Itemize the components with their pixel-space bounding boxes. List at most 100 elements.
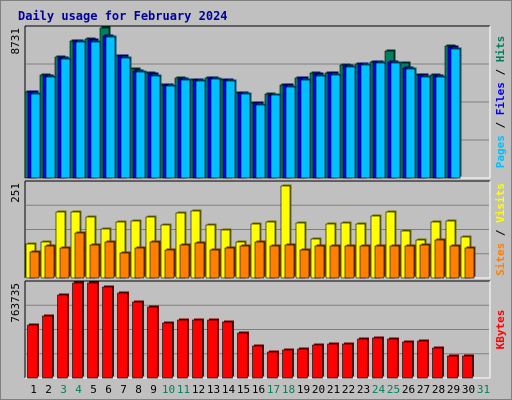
x-tick-label: 12 [192,383,205,396]
bar-sites [464,247,475,279]
legend-files: Files [494,82,507,115]
x-tick-label: 28 [432,383,445,396]
bar-kbytes [222,321,233,379]
bar-pages [30,93,41,179]
bar-kbytes [417,340,428,379]
x-tick-label: 27 [417,383,430,396]
bar-pages [450,48,461,179]
bar-pages [195,80,206,179]
bar-sites [359,245,370,279]
bar-kbytes [282,349,293,379]
y-max-label: 763735 [9,283,22,323]
bar-pages [60,58,71,179]
bar-kbytes [42,315,53,379]
bar-kbytes [432,347,443,379]
bar-pages [180,79,191,179]
bar-sites [284,244,295,279]
bar-pages [120,57,131,179]
bar-pages [360,64,371,179]
x-tick-label: 19 [297,383,310,396]
bar-pages [300,79,311,179]
legend-separator: / [494,62,507,82]
bar-sites [74,232,85,279]
bar-kbytes [402,341,413,379]
chart-title: Daily usage for February 2024 [18,9,228,23]
bar-pages [345,66,356,179]
bar-kbytes [387,338,398,379]
x-tick-label: 4 [75,383,82,396]
bar-pages [435,76,446,179]
bar-kbytes [177,319,188,379]
x-tick-label: 21 [327,383,340,396]
bar-pages [330,74,341,179]
bar-sites [119,252,130,279]
bar-sites [29,251,40,279]
series-axis-label: KBytes [494,310,507,350]
bar-sites [389,245,400,279]
x-tick-label: 6 [105,383,112,396]
bar-pages [240,93,251,179]
x-tick-label: 11 [177,383,190,396]
x-tick-label: 5 [90,383,97,396]
bar-kbytes [162,322,173,379]
x-tick-label: 15 [237,383,250,396]
x-tick-label: 29 [447,383,460,396]
bar-sites [374,245,385,279]
x-tick-label: 8 [135,383,142,396]
x-tick-label: 13 [207,383,220,396]
x-tick-label: 3 [60,383,67,396]
bar-sites [89,244,100,279]
bar-kbytes [237,332,248,379]
bar-sites [104,241,115,279]
bar-pages [45,76,56,179]
bar-sites [434,239,445,279]
legend-kbytes: KBytes [494,310,507,350]
bar-sites [149,241,160,279]
legend-pages: Pages [494,135,507,168]
x-tick-label: 20 [312,383,325,396]
series-axis-label: Sites / Visits [494,183,507,276]
legend-separator: / [494,115,507,135]
bar-kbytes [327,343,338,379]
bar-pages [135,71,146,179]
bar-sites [224,247,235,279]
legend-sites: Sites [494,243,507,276]
bar-sites [329,245,340,279]
x-tick-label: 2 [45,383,52,396]
bar-pages [75,41,86,179]
bar-sites [134,247,145,279]
bar-pages [375,62,386,179]
bar-pages [165,85,176,179]
x-tick-label: 14 [222,383,236,396]
panel-hits-files-pages: 8731 Pages / Files / Hits [9,25,507,179]
bar-kbytes [72,282,83,379]
bar-pages [270,94,281,179]
bar-sites [254,241,265,279]
x-tick-label: 18 [282,383,295,396]
bar-pages [255,104,266,179]
x-tick-label: 25 [387,383,400,396]
bar-pages [225,80,236,179]
bar-kbytes [27,324,38,379]
panel-visits-sites: 251 Sites / Visits [9,180,507,279]
bar-kbytes [312,344,323,379]
x-tick-label: 30 [462,383,475,396]
x-tick-label: 17 [267,383,280,396]
bar-sites [194,242,205,279]
bar-pages [90,41,101,179]
bar-pages [105,36,116,179]
y-max-label: 8731 [9,28,22,55]
bar-sites [164,249,175,279]
bar-pages [420,76,431,179]
legend-separator: / [494,223,507,243]
bar-pages [390,62,401,179]
x-tick-label: 24 [372,383,386,396]
bar-kbytes [102,286,113,379]
bar-pages [405,68,416,179]
bar-sites [344,245,355,279]
legend-visits: Visits [494,183,507,223]
x-tick-label: 9 [150,383,157,396]
bar-pages [150,75,161,179]
y-max-label: 251 [9,183,22,203]
